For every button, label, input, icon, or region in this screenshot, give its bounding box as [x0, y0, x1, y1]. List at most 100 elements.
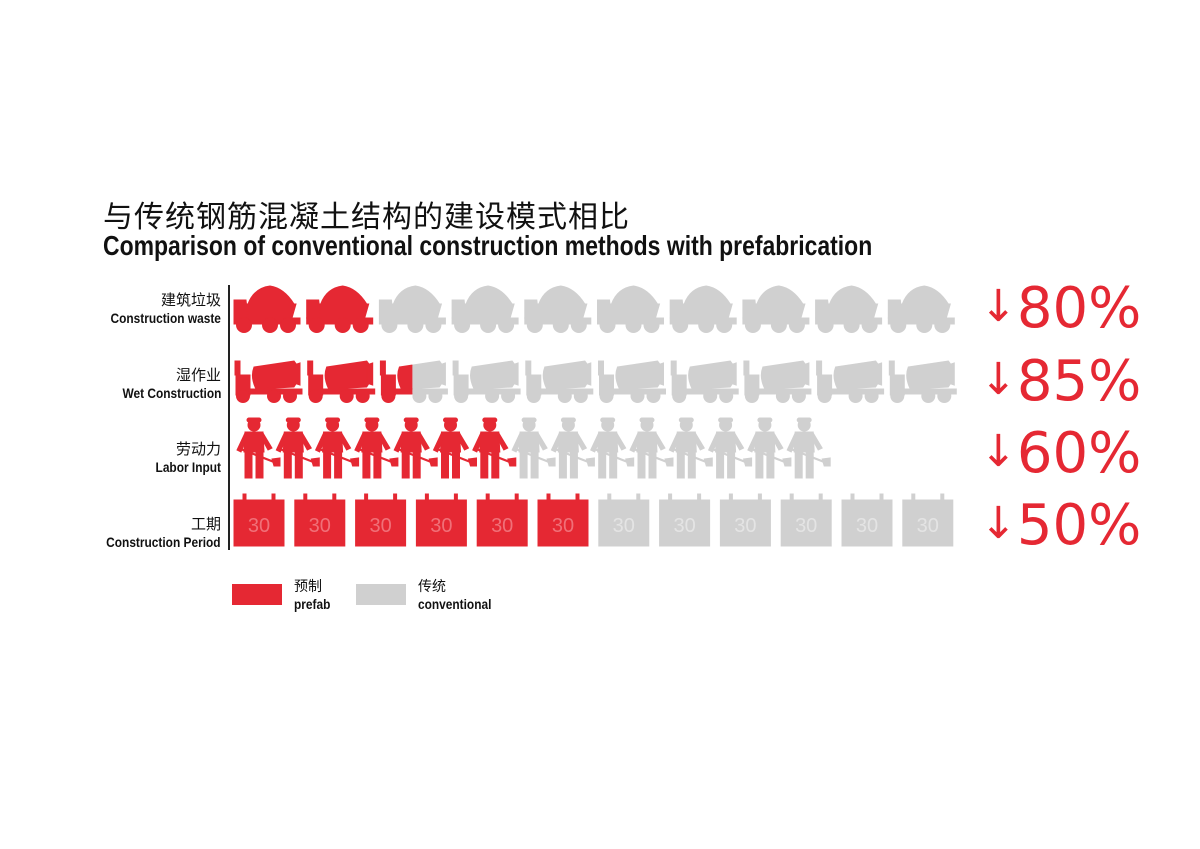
- row-label-zh: 劳动力: [175, 440, 221, 458]
- row-label-en: Wet Construction: [122, 385, 221, 401]
- dump-truck-mark: [378, 285, 446, 333]
- calendar-mark: 30: [415, 493, 467, 547]
- calendar-day-label: 30: [369, 515, 391, 537]
- worker-with-shovel-mark: [746, 416, 793, 480]
- dump-truck-mark: [306, 285, 374, 333]
- concrete-mixer-truck-mark: [452, 360, 521, 403]
- legend-swatch-prefab: [232, 584, 282, 605]
- down-arrow-icon: ↓: [980, 354, 1017, 405]
- worker-with-shovel-icon: [432, 416, 478, 480]
- calendar-day-label: 30: [917, 515, 939, 537]
- calendar-mark: 30: [902, 493, 954, 547]
- worker-with-shovel-icon: [471, 416, 517, 480]
- concrete-mixer-truck-icon: [307, 360, 376, 403]
- concrete-mixer-truck-mark: [525, 360, 594, 403]
- down-arrow-icon: ↓: [980, 281, 1017, 332]
- reduction-value-labor: ↓60%: [980, 424, 1141, 482]
- reduction-percent: 50%: [1016, 493, 1142, 558]
- row-label-construction-period: 工期 Construction Period: [86, 515, 221, 550]
- row-label-zh: 湿作业: [175, 366, 221, 384]
- worker-with-shovel-icon: [510, 416, 557, 480]
- calendar-day-label: 30: [248, 515, 270, 537]
- concrete-mixer-truck-icon: [598, 360, 666, 403]
- dump-truck-icon: [524, 285, 592, 333]
- concrete-mixer-truck-mark: [816, 360, 885, 403]
- worker-with-shovel-icon: [235, 416, 282, 480]
- worker-with-shovel-icon: [786, 416, 832, 480]
- dump-truck-icon: [887, 285, 955, 333]
- worker-with-shovel-icon: [393, 416, 439, 480]
- dump-truck-mark: [887, 285, 955, 333]
- worker-with-shovel-mark: [550, 416, 596, 480]
- calendar-mark: 30: [659, 493, 711, 547]
- reduction-percent: 60%: [1016, 421, 1142, 486]
- worker-with-shovel-mark: [353, 416, 399, 480]
- dump-truck-mark: [233, 285, 301, 333]
- worker-with-shovel-mark: [510, 416, 557, 480]
- concrete-mixer-truck-icon: [525, 360, 594, 403]
- worker-with-shovel-icon: [550, 416, 596, 480]
- worker-with-shovel-icon: [668, 416, 714, 480]
- dump-truck-icon: [669, 285, 737, 333]
- worker-with-shovel-icon: [746, 416, 793, 480]
- worker-with-shovel-mark: [707, 416, 753, 480]
- worker-with-shovel-mark: [314, 416, 360, 480]
- concrete-mixer-truck-icon: [234, 360, 303, 403]
- concrete-mixer-truck-icon: [888, 360, 957, 403]
- calendar-day-label: 30: [795, 515, 817, 537]
- concrete-mixer-truck-icon: [452, 360, 521, 403]
- concrete-mixer-truck-mark: [379, 360, 448, 403]
- dump-truck-icon: [306, 285, 374, 333]
- legend-label-conventional: 传统 conventional: [418, 579, 504, 612]
- legend-label-zh: 预制: [294, 579, 322, 595]
- calendar-day-label: 30: [673, 515, 695, 537]
- calendar-mark: 30: [294, 493, 346, 547]
- row-label-en: Labor Input: [155, 459, 221, 475]
- worker-with-shovel-icon: [275, 416, 321, 480]
- row-label-construction-waste: 建筑垃圾 Construction waste: [91, 291, 221, 326]
- dump-truck-mark: [597, 285, 664, 333]
- worker-with-shovel-mark: [628, 416, 675, 480]
- reduction-percent: 80%: [1016, 276, 1142, 341]
- calendar-mark: 30: [233, 493, 285, 547]
- worker-with-shovel-icon: [628, 416, 675, 480]
- concrete-mixer-truck-icon: [816, 360, 885, 403]
- worker-with-shovel-mark: [471, 416, 517, 480]
- dump-truck-icon: [451, 285, 519, 333]
- dump-truck-mark: [742, 285, 810, 333]
- calendar-mark: 30: [537, 493, 589, 547]
- calendar-day-label: 30: [552, 515, 574, 537]
- worker-with-shovel-icon: [589, 416, 635, 480]
- concrete-mixer-truck-mark: [234, 360, 303, 403]
- calendar-day-label: 30: [430, 515, 452, 537]
- dump-truck-icon: [378, 285, 446, 333]
- legend-label-prefab: 预制 prefab: [294, 579, 337, 612]
- reduction-value-waste: ↓80%: [980, 279, 1141, 337]
- worker-with-shovel-mark: [786, 416, 832, 480]
- dump-truck-icon: [597, 285, 664, 333]
- concrete-mixer-truck-icon: [743, 360, 812, 403]
- worker-with-shovel-mark: [235, 416, 282, 480]
- dump-truck-icon: [742, 285, 810, 333]
- calendar-mark: 30: [476, 493, 528, 547]
- calendar-day-label: 30: [856, 515, 878, 537]
- row-label-labor-input: 劳动力 Labor Input: [144, 440, 221, 475]
- reduction-value-period: ↓50%: [980, 496, 1141, 554]
- calendar-mark: 30: [355, 493, 407, 547]
- worker-with-shovel-mark: [275, 416, 321, 480]
- reduction-percent: 85%: [1016, 349, 1142, 414]
- worker-with-shovel-mark: [393, 416, 439, 480]
- dump-truck-icon: [815, 285, 883, 333]
- row-label-zh: 工期: [190, 515, 221, 533]
- worker-with-shovel-mark: [589, 416, 635, 480]
- row-label-wet-construction: 湿作业 Wet Construction: [105, 366, 221, 401]
- reduction-value-wet: ↓85%: [980, 352, 1141, 410]
- chart-title-english: Comparison of conventional construction …: [103, 230, 873, 261]
- worker-with-shovel-mark: [668, 416, 714, 480]
- legend-label-en: prefab: [294, 596, 331, 612]
- row-label-zh: 建筑垃圾: [160, 291, 221, 309]
- chart-axis-line: [228, 285, 230, 550]
- concrete-mixer-truck-mark: [888, 360, 957, 403]
- worker-with-shovel-mark: [432, 416, 478, 480]
